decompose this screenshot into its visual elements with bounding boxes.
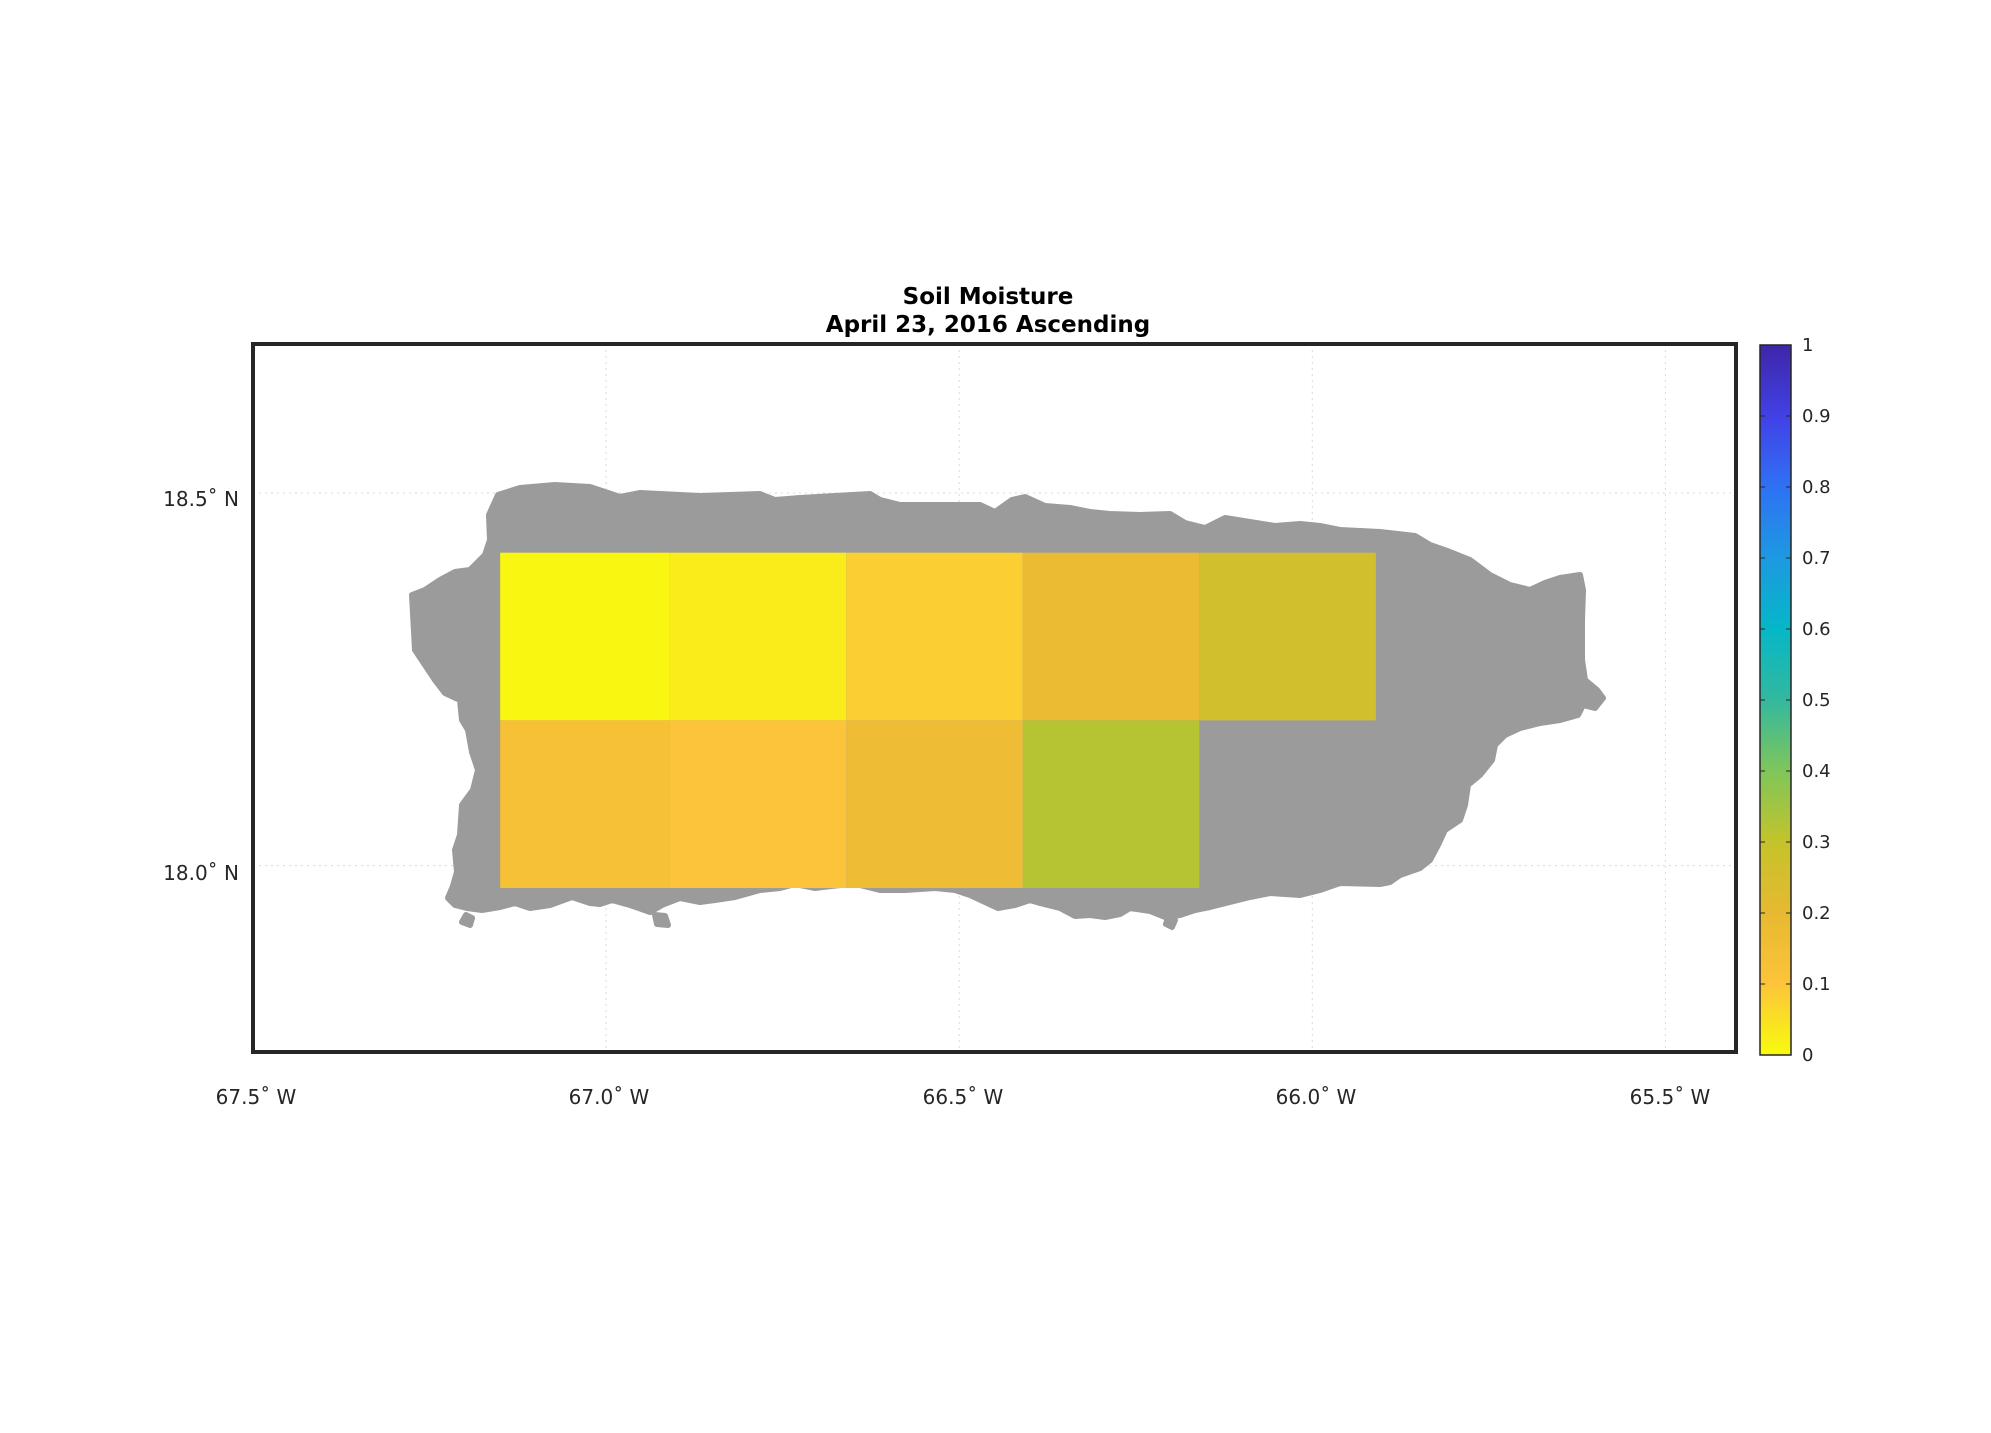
colorbar: 0 0.1 0.2 0.3 0.4 0.5 0.6 0.7 0.8 0.9 1 (1759, 335, 1831, 1066)
colorbar-ticks: 0 0.1 0.2 0.3 0.4 0.5 0.6 0.7 0.8 0.9 1 (1760, 335, 1831, 1066)
soil-moisture-cell (1199, 552, 1376, 721)
soil-moisture-cell (846, 720, 1023, 889)
soil-moisture-cells (500, 552, 1376, 889)
soil-moisture-cell (1022, 552, 1200, 721)
map-area (251, 342, 1738, 1054)
colorbar-tick-label: 0.3 (1802, 832, 1831, 853)
map-title: Soil Moisture (903, 284, 1074, 310)
colorbar-tick-label: 0.6 (1802, 619, 1831, 640)
colorbar-tick-label: 0.8 (1802, 477, 1831, 498)
lon-tick-label: 67.0˚ W (569, 1085, 650, 1109)
longitude-tick-labels: 67.5˚ W 67.0˚ W 66.5˚ W 66.0˚ W 65.5˚ W (216, 1085, 1711, 1109)
lon-tick-label: 66.5˚ W (923, 1085, 1004, 1109)
soil-moisture-cell (500, 552, 670, 721)
lat-tick-label: 18.5˚ N (163, 487, 239, 511)
lat-tick-label: 18.0˚ N (163, 861, 239, 885)
lon-tick-label: 66.0˚ W (1276, 1085, 1357, 1109)
soil-moisture-cell (1022, 720, 1200, 889)
colorbar-tick-label: 0 (1802, 1045, 1813, 1066)
colorbar-tick-label: 0.2 (1802, 903, 1831, 924)
latitude-tick-labels: 18.5˚ N 18.0˚ N (163, 487, 239, 885)
lon-tick-label: 65.5˚ W (1630, 1085, 1711, 1109)
colorbar-tick-label: 0.4 (1802, 761, 1831, 782)
lon-tick-label: 67.5˚ W (216, 1085, 297, 1109)
colorbar-tick-label: 0.1 (1802, 974, 1831, 995)
map-subtitle: April 23, 2016 Ascending (826, 312, 1150, 338)
colorbar-tick-label: 0.9 (1802, 406, 1831, 427)
colorbar-tick-label: 1 (1802, 335, 1813, 356)
soil-moisture-cell (669, 552, 847, 721)
colorbar-tick-label: 0.7 (1802, 548, 1831, 569)
map-frame (251, 342, 1738, 1054)
soil-moisture-cell (669, 720, 847, 889)
colorbar-tick-label: 0.5 (1802, 690, 1831, 711)
soil-moisture-cell (500, 720, 670, 889)
soil-moisture-cell (846, 552, 1023, 721)
